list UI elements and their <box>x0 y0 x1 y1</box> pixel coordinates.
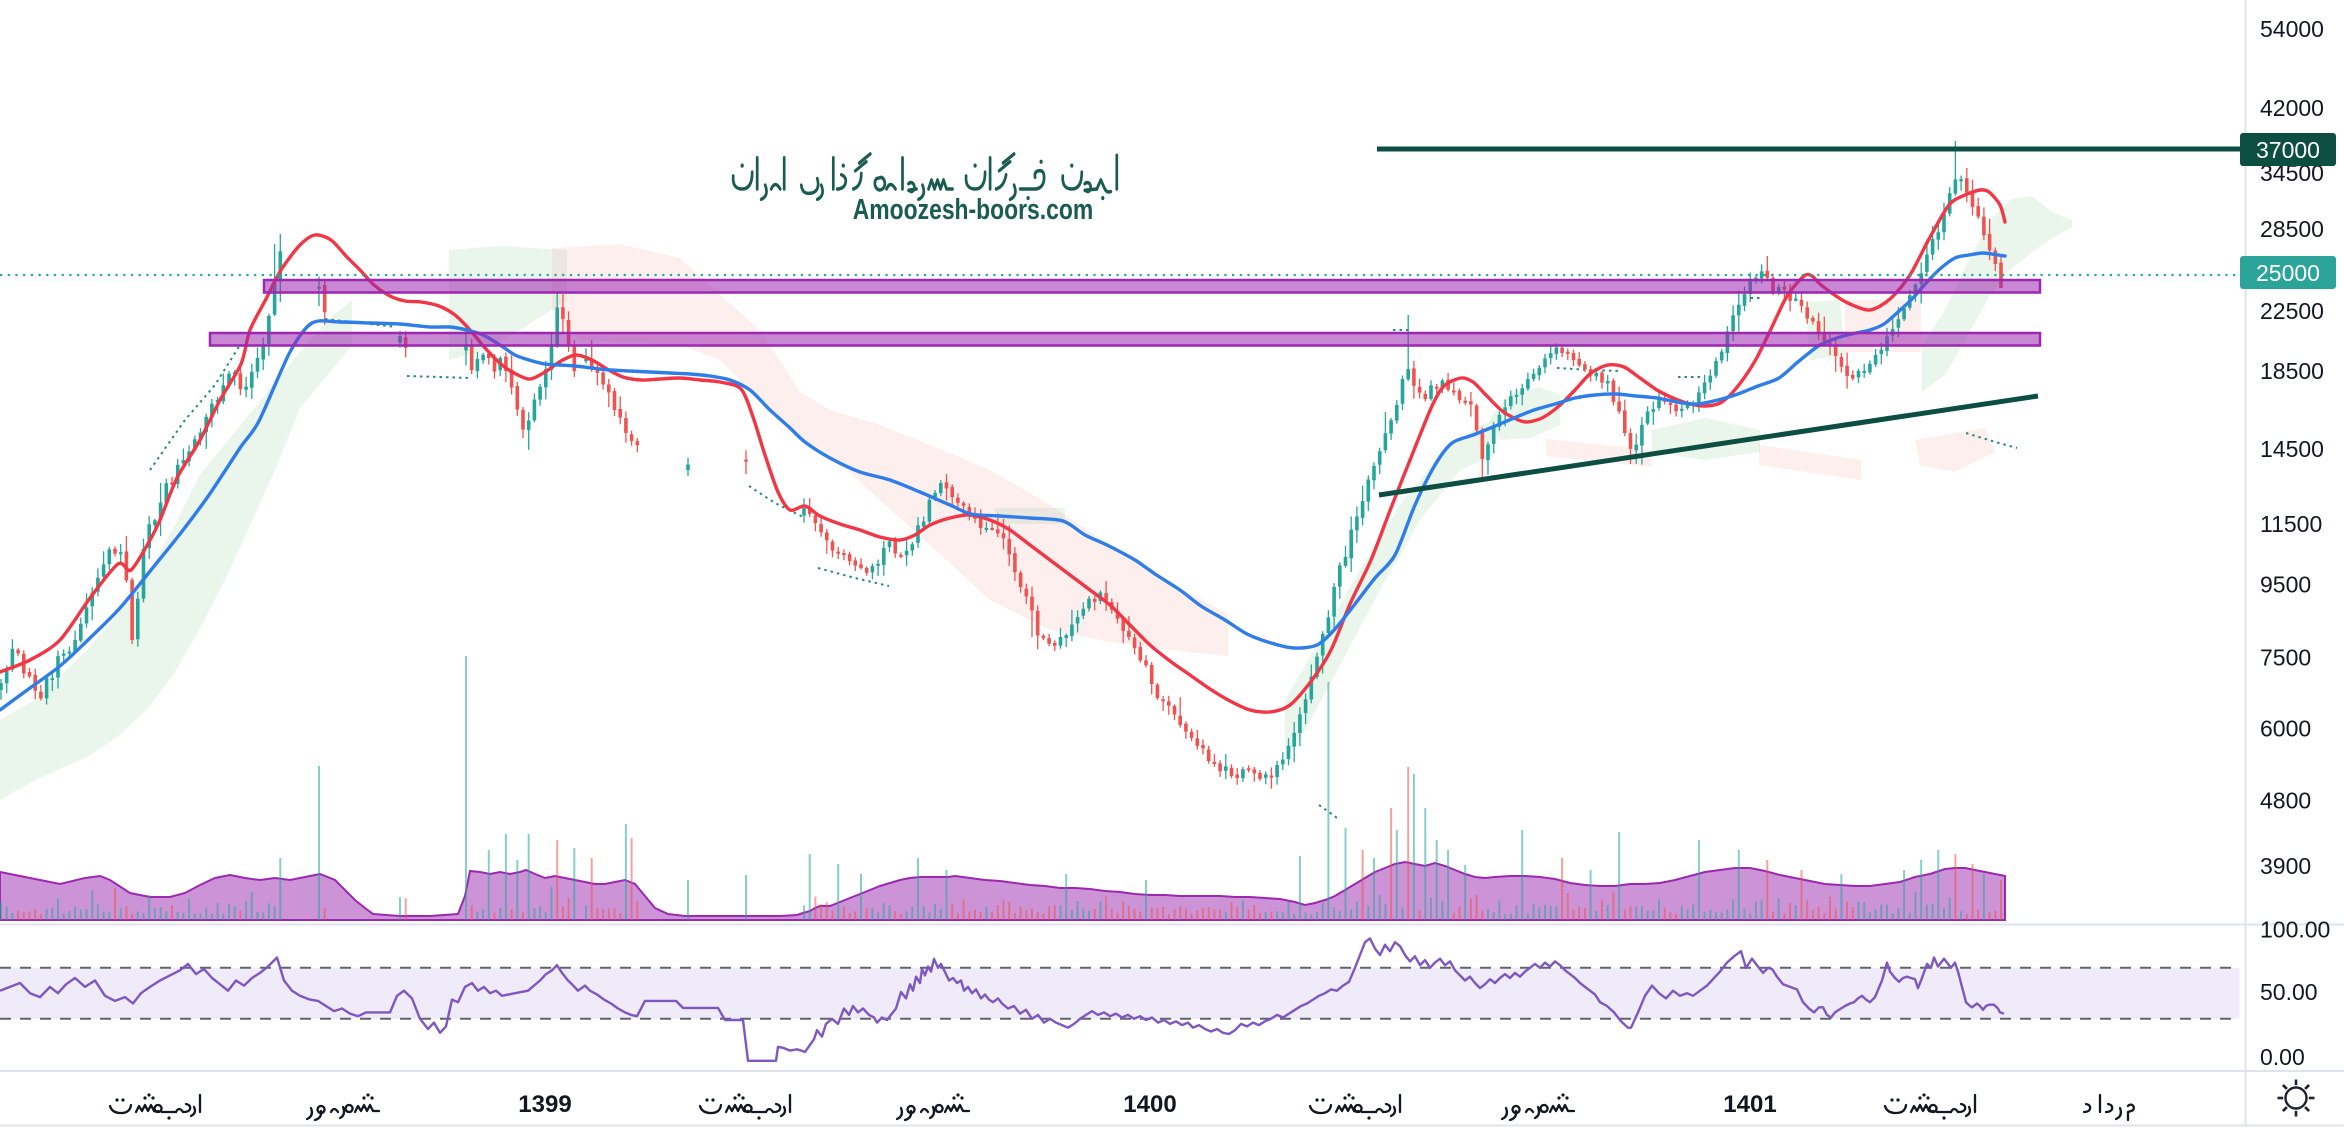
svg-text:22500: 22500 <box>2260 298 2324 324</box>
svg-text:4800: 4800 <box>2260 788 2311 814</box>
svg-text:0.00: 0.00 <box>2260 1044 2305 1070</box>
svg-text:6000: 6000 <box>2260 716 2311 742</box>
svg-text:50.00: 50.00 <box>2260 979 2318 1005</box>
svg-text:14500: 14500 <box>2260 436 2324 462</box>
svg-text:100.00: 100.00 <box>2260 917 2330 943</box>
svg-text:42000: 42000 <box>2260 95 2324 121</box>
svg-text:7500: 7500 <box>2260 645 2311 671</box>
svg-text:9500: 9500 <box>2260 572 2311 598</box>
svg-text:1400: 1400 <box>1123 1091 1176 1118</box>
svg-text:11500: 11500 <box>2260 511 2322 537</box>
svg-text:37000: 37000 <box>2256 137 2320 163</box>
svg-text:1399: 1399 <box>518 1091 571 1118</box>
svg-text:Amoozesh-boors.com: Amoozesh-boors.com <box>853 192 1094 225</box>
svg-text:3900: 3900 <box>2260 853 2311 879</box>
svg-text:25000: 25000 <box>2256 260 2320 286</box>
svg-text:54000: 54000 <box>2260 16 2324 42</box>
svg-text:18500: 18500 <box>2260 358 2324 384</box>
svg-text:28500: 28500 <box>2260 216 2324 242</box>
svg-text:1401: 1401 <box>1723 1091 1776 1118</box>
